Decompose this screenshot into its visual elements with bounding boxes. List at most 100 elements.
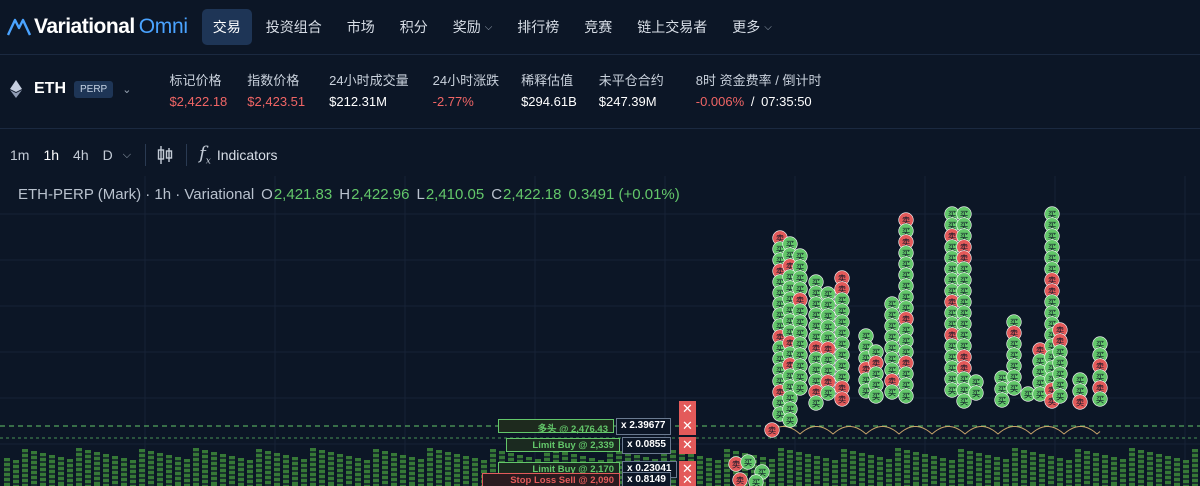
brand-logo[interactable]: Variational Omni (6, 0, 188, 54)
marker-label: 买 (786, 295, 795, 305)
nav-item-4[interactable]: 奖励 ⌵ (442, 9, 504, 45)
market-stat: 24小时成交量 $212.31M (329, 70, 408, 109)
marker-label: 买 (960, 331, 969, 341)
marker-label: 买 (948, 353, 957, 363)
candlestick-icon[interactable] (156, 145, 174, 165)
price-chart[interactable]: 卖买买卖买买买买买卖买买买买卖买买买买卖买买买买买买卖买卖买买买买买买买买买卖买… (0, 176, 1200, 486)
top-nav: Variational Omni 交易 投资组合 市场 积分 奖励 ⌵ 排行榜 竞赛 链上交易者… (0, 0, 1200, 54)
marker-label: 买 (902, 260, 911, 270)
depth-bar (1039, 454, 1045, 486)
order-label[interactable]: Stop Loss Sell @ 2,090 (482, 473, 620, 486)
marker-label: 买 (1048, 331, 1057, 341)
marker-label: 买 (948, 243, 957, 253)
nav-item-5[interactable]: 排行榜 (506, 9, 570, 45)
order-quantity[interactable]: x 0.0855 (622, 437, 671, 454)
marker-label: 买 (948, 342, 957, 352)
depth-bar (283, 455, 289, 486)
timeframe-4h[interactable]: 4h (73, 147, 89, 163)
buy-marker (868, 388, 884, 404)
marker-label: 买 (902, 282, 911, 292)
nav-item-2[interactable]: 市场 (336, 9, 386, 45)
marker-label: 买 (948, 386, 957, 396)
marker-label: 买 (1056, 381, 1065, 391)
close-icon[interactable]: ✕ (679, 418, 696, 435)
marker-label: 买 (776, 377, 785, 387)
chart-legend: ETH-PERP (Mark) · 1h · Variational O 2,42… (18, 186, 680, 203)
depth-bar (364, 460, 370, 486)
order-label[interactable]: 多头 @ 2,476.43 (498, 419, 614, 435)
marker-label: 卖 (948, 298, 957, 308)
nav-item-7[interactable]: 链上交易者 (626, 9, 718, 45)
price-line (769, 426, 1101, 435)
marker-label: 卖 (838, 285, 847, 295)
legend-low: 2,410.05 (425, 186, 485, 203)
marker-label: 卖 (1048, 276, 1057, 286)
marker-label: 买 (862, 376, 871, 386)
timeframe-group: 1m 1h 4h D ⌵ (0, 147, 131, 163)
marker-label: 卖 (960, 254, 969, 264)
nav-item-3[interactable]: 积分 (389, 9, 439, 45)
close-icon[interactable]: ✕ (679, 472, 696, 486)
marker-label: 买 (998, 385, 1007, 395)
timeframe-D[interactable]: D (102, 147, 113, 163)
marker-label: 卖 (786, 339, 795, 349)
depth-bar (31, 451, 37, 486)
order-label[interactable]: Limit Buy @ 2,339 (506, 438, 620, 452)
marker-label: 买 (786, 394, 795, 404)
close-icon[interactable]: ✕ (679, 437, 696, 454)
marker-label: 买 (872, 381, 881, 391)
marker-label: 买 (888, 322, 897, 332)
marker-label: 买 (902, 249, 911, 259)
nav-item-0[interactable]: 交易 (201, 9, 252, 45)
marker-label: 买 (838, 340, 847, 350)
marker-label: 买 (888, 355, 897, 365)
nav-item-label: 奖励 (452, 19, 481, 35)
funding-stat: 8时 资金费率 / 倒计时 -0.006% / 07:35:50 (696, 70, 822, 109)
marker-label: 买 (948, 221, 957, 231)
marker-label: 卖 (948, 232, 957, 242)
marker-label: 卖 (776, 234, 785, 244)
marker-label: 卖 (902, 359, 911, 369)
chevron-down-icon: ⌄ (122, 83, 132, 96)
marker-label: 买 (824, 290, 833, 300)
order-quantity[interactable]: x 2.39677 (616, 418, 671, 435)
legend-open: 2,421.83 (273, 186, 333, 203)
nav-item-1[interactable]: 投资组合 (255, 9, 333, 45)
close-icon[interactable]: ✕ (679, 401, 696, 418)
nav-item-8[interactable]: 更多 ⌵ (721, 9, 783, 45)
marker-label: 买 (948, 320, 957, 330)
marker-label: 买 (872, 392, 881, 402)
marker-label: 买 (776, 256, 785, 266)
timeframe-1h[interactable]: 1h (43, 147, 60, 163)
marker-label: 买 (796, 340, 805, 350)
nav-item-6[interactable]: 竞赛 (573, 9, 623, 45)
marker-label: 卖 (888, 377, 897, 387)
marker-label: 卖 (902, 238, 911, 248)
buy-marker (1092, 391, 1108, 407)
nav-item-label: 排行榜 (517, 19, 560, 35)
depth-bar (814, 456, 820, 486)
symbol-selector[interactable]: ETH PERP ⌄ (10, 80, 131, 98)
depth-bar (1138, 450, 1144, 486)
brand-logo-icon (6, 18, 32, 36)
sell-marker (764, 422, 780, 438)
order-quantity[interactable]: x 0.8149 (622, 472, 671, 486)
market-stat: 未平仓合约 $247.39M (599, 70, 664, 109)
chevron-down-icon[interactable]: ⌵ (122, 148, 132, 161)
indicators-button[interactable]: fx Indicators (199, 143, 277, 167)
marker-label: 卖 (862, 365, 871, 375)
indicators-label: Indicators (216, 147, 278, 163)
marker-label: 买 (796, 384, 805, 394)
marker-label: 买 (1010, 384, 1019, 394)
depth-bar (220, 454, 226, 486)
depth-bar (949, 460, 955, 486)
depth-bar (211, 452, 217, 486)
timeframe-1m[interactable]: 1m (10, 147, 30, 163)
depth-bar (436, 450, 442, 486)
marker-label: 买 (838, 318, 847, 328)
depth-bar (1021, 450, 1027, 486)
marker-label: 买 (1076, 387, 1085, 397)
marker-label: 买 (812, 399, 821, 409)
marker-label: 买 (776, 344, 785, 354)
marker-label: 买 (888, 300, 897, 310)
